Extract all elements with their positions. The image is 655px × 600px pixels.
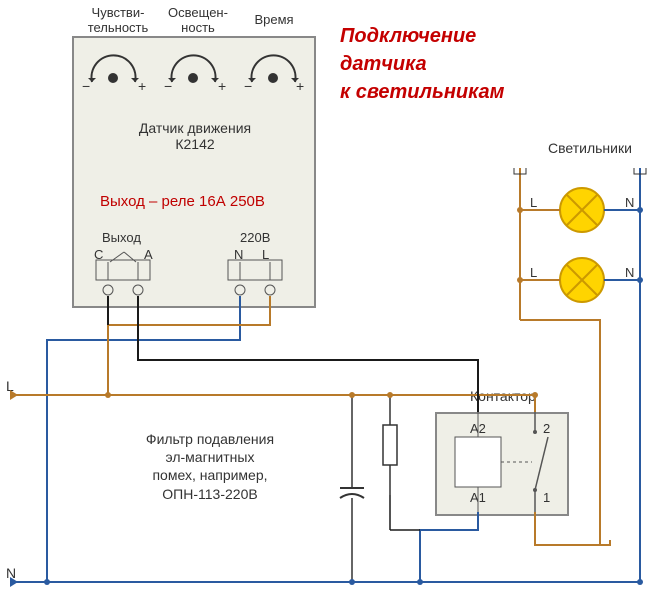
wiring-svg [0, 0, 655, 600]
lamp-1-icon [560, 188, 604, 232]
lamp-2-icon [560, 258, 604, 302]
